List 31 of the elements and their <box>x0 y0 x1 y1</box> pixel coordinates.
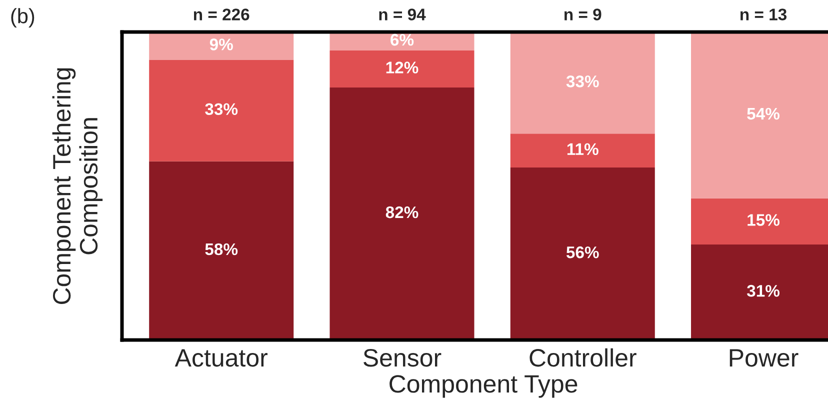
bar <box>510 168 655 340</box>
bar <box>149 161 294 340</box>
text: (b) <box>11 8 34 28</box>
bar <box>510 134 655 168</box>
data-label: 12% <box>386 62 418 74</box>
annotation: n = 94 <box>379 8 426 20</box>
data-label: 54% <box>747 108 780 120</box>
data-label: 15% <box>748 214 780 226</box>
data-label: 33% <box>566 75 599 88</box>
annotation: n = 226 <box>194 8 250 20</box>
bar <box>510 32 655 134</box>
x-axis-title: Component Type <box>390 375 578 398</box>
bar <box>330 50 474 88</box>
bar <box>149 60 294 162</box>
data-label: 58% <box>205 243 238 256</box>
annotation: n = 9 <box>564 8 602 20</box>
annotation: n = 13 <box>740 8 787 20</box>
data-label: 56% <box>566 246 599 258</box>
x-tick-label: Power <box>730 349 798 367</box>
data-label: 11% <box>567 143 598 156</box>
y-axis-title: Component Tethering Composition <box>52 68 103 304</box>
data-label: 31% <box>746 284 780 297</box>
bar <box>149 32 294 60</box>
data-label: 6% <box>390 34 414 46</box>
x-tick-label: Actuator <box>174 349 268 367</box>
x-tick-label: Sensor <box>364 348 442 367</box>
data-label: 82% <box>386 206 418 218</box>
data-label: 33% <box>205 103 238 116</box>
data-label: 9% <box>210 38 233 50</box>
x-tick-label: Controller <box>530 348 636 367</box>
bar <box>330 87 474 340</box>
